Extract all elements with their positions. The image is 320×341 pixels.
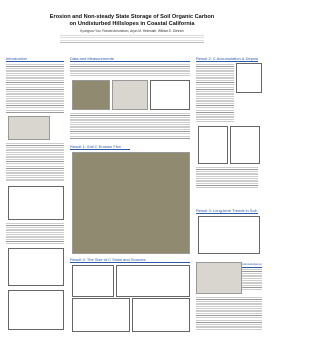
figure	[112, 80, 148, 110]
body-text	[196, 296, 262, 330]
poster: Erosion and Non-steady State Storage of …	[6, 14, 262, 332]
section-header: Result 2: C Accumulation & Depositional …	[196, 56, 258, 62]
figure	[8, 290, 64, 330]
table	[196, 262, 242, 294]
section-header: Result 1: Soil C Erosion Flux	[70, 144, 130, 150]
section-header: Result 3: Long-term Trends in Soil Carbo…	[196, 208, 258, 214]
figure	[72, 80, 110, 110]
figure	[236, 63, 262, 93]
authors: Kyungsoo Yoo, Ronald Amundson, Arjun M. …	[80, 29, 184, 33]
figure	[72, 265, 114, 297]
figure	[8, 116, 50, 140]
body-text	[6, 142, 64, 182]
section-header: Introduction	[6, 56, 64, 62]
title: Erosion and Non-steady State Storage of …	[49, 14, 215, 20]
body-text	[196, 166, 258, 190]
figure	[150, 80, 190, 110]
subtitle: on Undisturbed Hillslopes in Coastal Cal…	[69, 21, 195, 27]
figure	[8, 248, 64, 286]
affiliations	[60, 34, 204, 44]
figure	[198, 216, 260, 254]
section-header: Data and Measurements	[70, 56, 190, 62]
figure	[198, 126, 228, 164]
figure	[8, 186, 64, 220]
section-header: Acknowledgements	[242, 263, 262, 268]
body-text	[196, 63, 234, 123]
figure	[132, 298, 190, 332]
figure	[72, 152, 190, 254]
figure	[72, 298, 130, 332]
body-text	[6, 63, 64, 113]
body-text	[70, 112, 190, 140]
section-header: Result 4: The Size of C Sinks and Source…	[70, 257, 190, 263]
body-text	[70, 63, 190, 77]
body-text	[6, 222, 64, 244]
figure	[116, 265, 190, 297]
body-text	[242, 268, 262, 292]
figure	[230, 126, 260, 164]
